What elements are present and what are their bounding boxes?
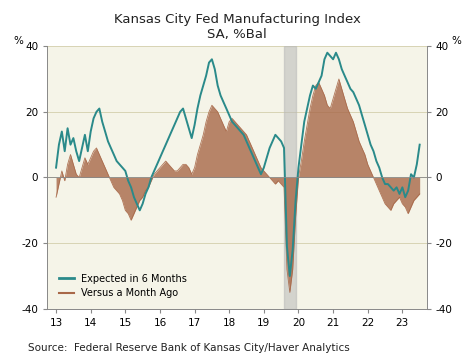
Text: Source:  Federal Reserve Bank of Kansas City/Haver Analytics: Source: Federal Reserve Bank of Kansas C… xyxy=(28,343,350,353)
Title: Kansas City Fed Manufacturing Index
SA, %Bal: Kansas City Fed Manufacturing Index SA, … xyxy=(114,13,360,41)
Text: %: % xyxy=(451,36,461,46)
Legend: Expected in 6 Months, Versus a Month Ago: Expected in 6 Months, Versus a Month Ago xyxy=(56,271,190,301)
Text: %: % xyxy=(13,36,23,46)
Bar xyxy=(284,46,296,309)
